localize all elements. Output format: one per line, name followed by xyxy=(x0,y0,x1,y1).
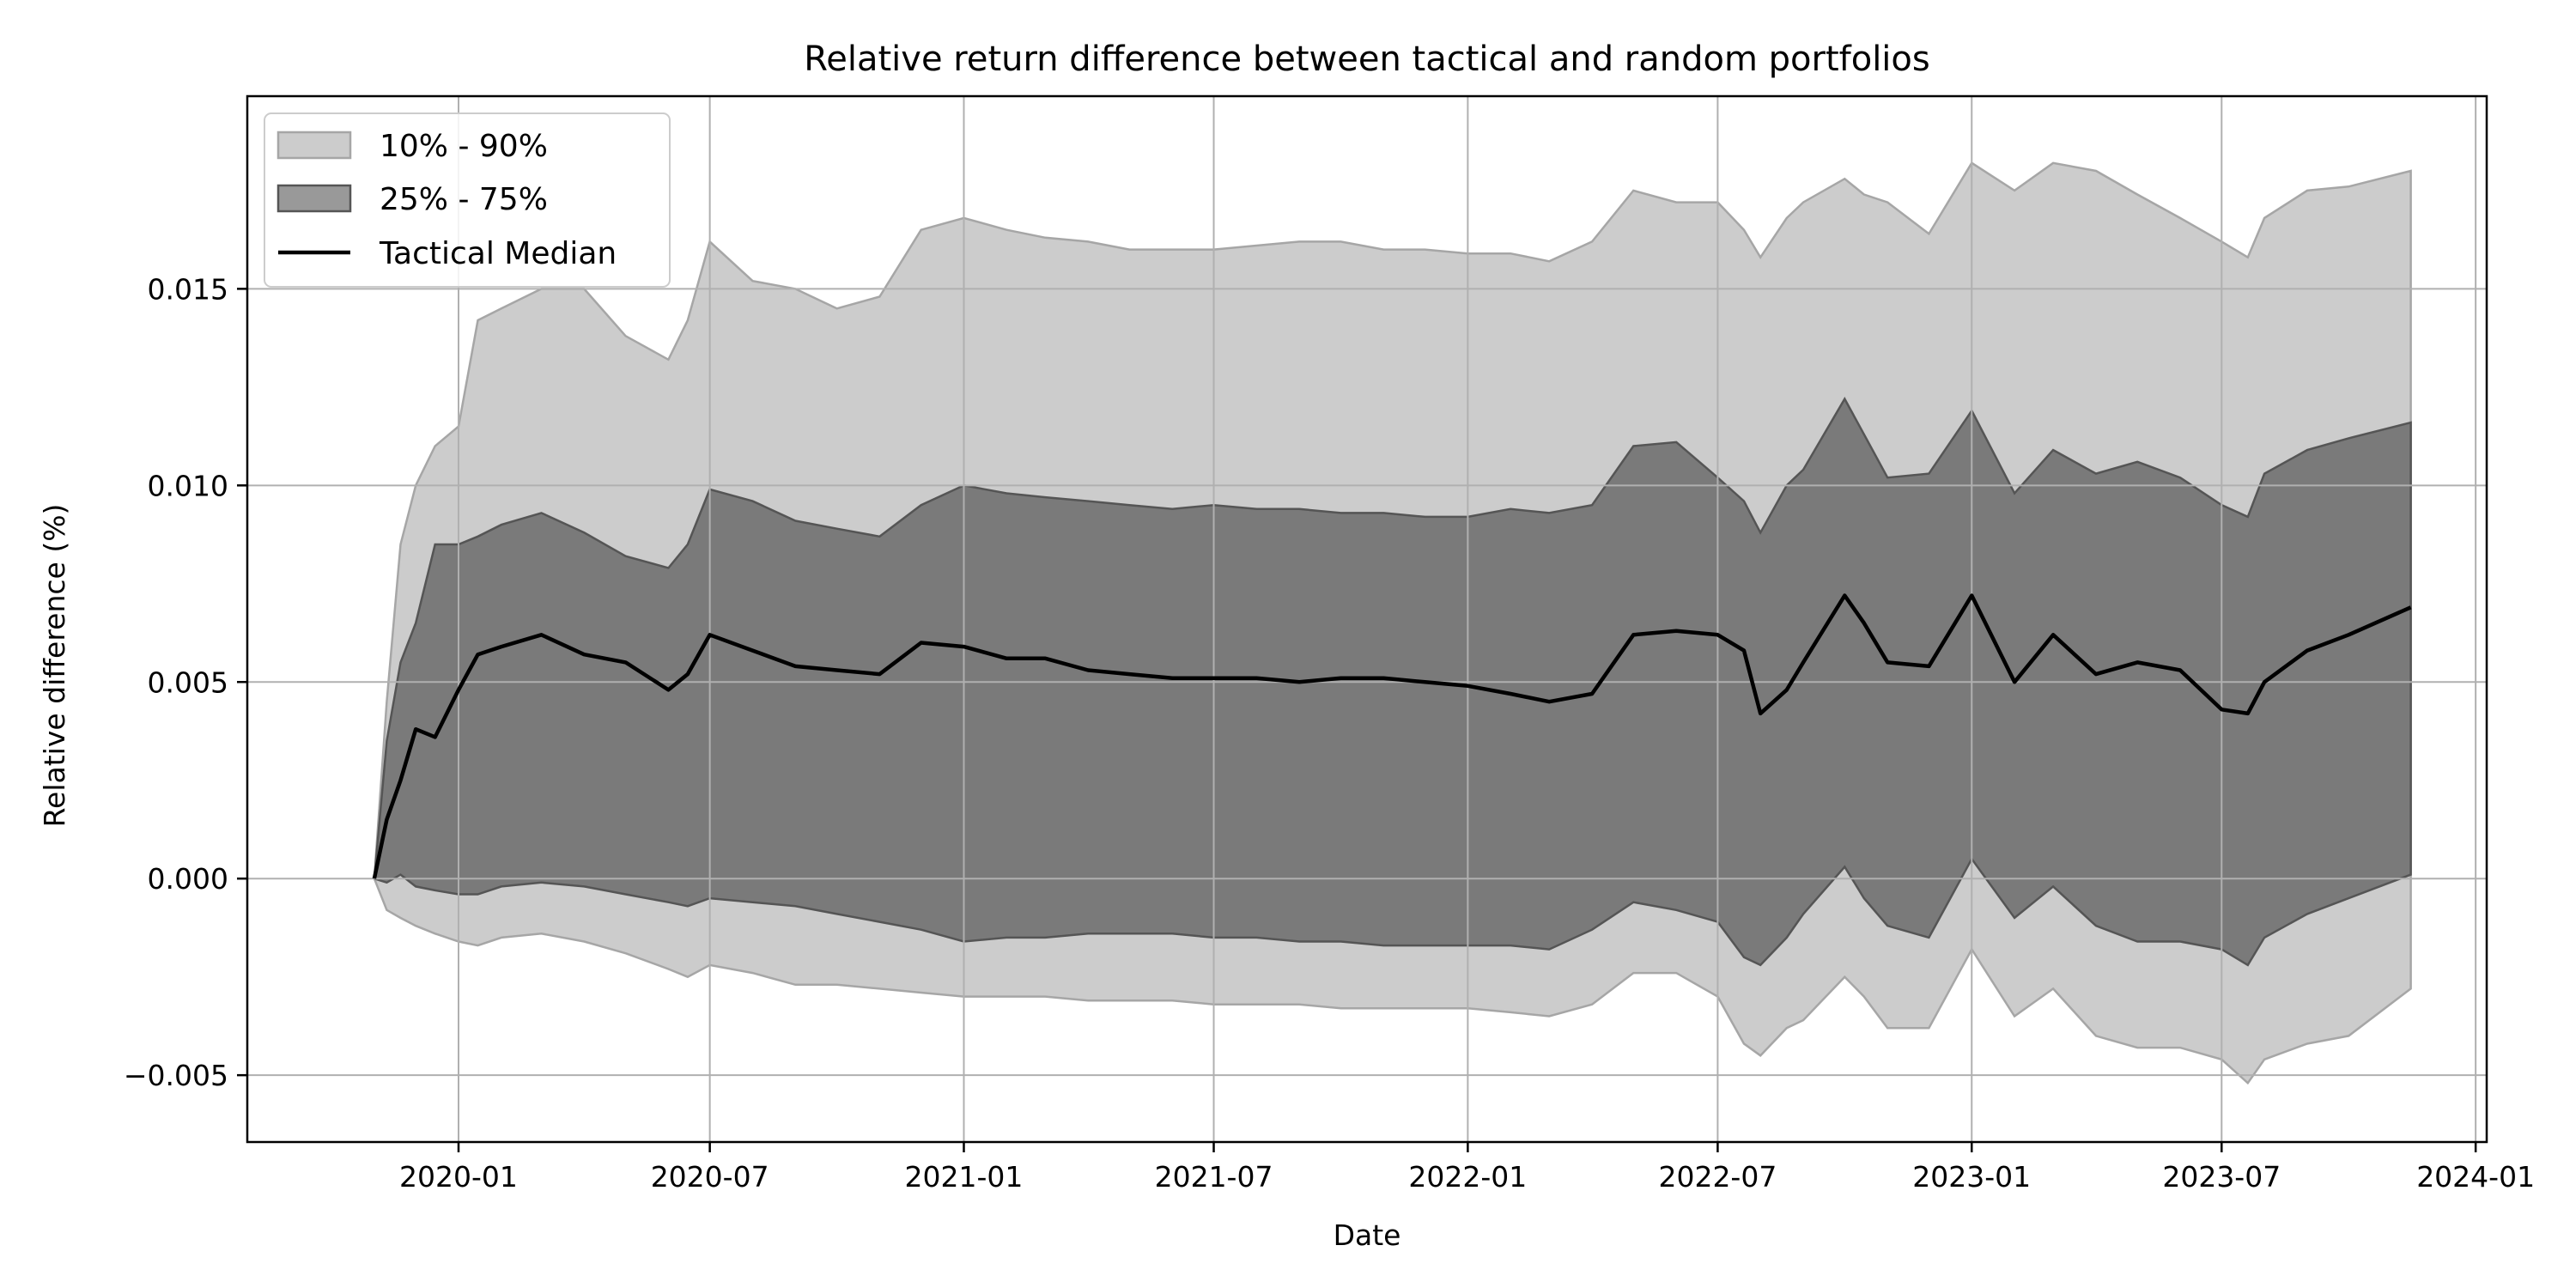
x-tick-label-8: 2024-01 xyxy=(2416,1160,2535,1194)
x-tick-label-1: 2020-07 xyxy=(651,1160,769,1194)
x-tick-label-4: 2022-01 xyxy=(1408,1160,1527,1194)
y-tick-label-4: 0.015 xyxy=(148,272,228,306)
x-tick-label-3: 2021-07 xyxy=(1155,1160,1273,1194)
legend-label-1: 25% - 75% xyxy=(380,182,548,217)
chart-title: Relative return difference between tacti… xyxy=(804,39,1929,79)
x-tick-label-6: 2023-01 xyxy=(1912,1160,2031,1194)
x-tick-label-0: 2020-01 xyxy=(399,1160,518,1194)
legend-swatch-25-75 xyxy=(276,184,352,213)
y-tick-label-2: 0.005 xyxy=(148,665,228,699)
axes-frame xyxy=(246,94,2488,1144)
legend-label-2: Tactical Median xyxy=(379,236,617,271)
x-axis-label: Date xyxy=(1334,1218,1401,1252)
median-line xyxy=(372,593,2412,879)
legend: 10% - 90% 25% - 75% Tactical Median xyxy=(264,112,671,288)
x-tick-label-5: 2022-07 xyxy=(1658,1160,1777,1194)
legend-box xyxy=(264,112,671,288)
y-tick-label-0: −0.005 xyxy=(124,1059,228,1092)
x-tick-label-2: 2021-01 xyxy=(905,1160,1024,1194)
x-tick-label-7: 2023-07 xyxy=(2162,1160,2281,1194)
legend-swatch-10-90 xyxy=(276,131,352,160)
legend-label-0: 10% - 90% xyxy=(380,129,548,164)
y-axis-label: Relative difference (%) xyxy=(38,504,71,828)
y-tick-label-1: 0.000 xyxy=(148,862,228,896)
y-tick-label-3: 0.010 xyxy=(148,469,228,502)
